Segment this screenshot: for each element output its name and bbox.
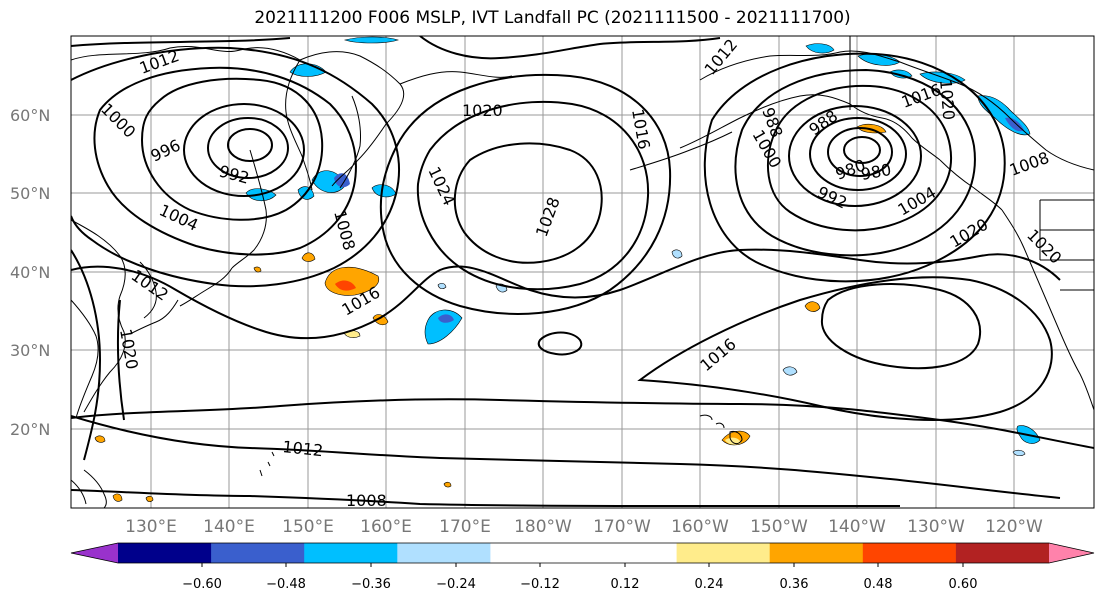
lon-label: 130°E (125, 517, 177, 537)
lat-label: 30°N (10, 341, 50, 360)
colorbar-segment (490, 543, 584, 563)
colorbar-ticks: −0.60 −0.48 −0.36 −0.24 −0.12 0.12 0.24 0.36 0.4… (182, 563, 977, 592)
lon-label: 160°E (360, 517, 412, 537)
lon-label: 170°W (593, 517, 651, 537)
colorbar-segment (304, 543, 398, 563)
lat-label: 60°N (10, 106, 50, 125)
colorbar (70, 542, 1095, 564)
lon-label: 130°W (907, 517, 965, 537)
lon-label: 170°E (439, 517, 491, 537)
isobars (71, 36, 1094, 507)
colorbar-segment (955, 543, 1050, 563)
colorbar-tick-label: 0.60 (949, 577, 978, 592)
lon-label: 140°W (828, 517, 886, 537)
lon-label: 150°W (750, 517, 808, 537)
isobar-label: 1020 (936, 79, 958, 121)
lat-label: 40°N (10, 263, 50, 282)
longitude-labels: 130°E 140°E 150°E 160°E 170°E 180°W 170°… (125, 517, 1043, 537)
lon-label: 160°W (671, 517, 729, 537)
isobar-label: 1008 (346, 491, 387, 510)
lon-label: 150°E (282, 517, 334, 537)
colorbar-tick-label: 0.48 (864, 577, 893, 592)
isobar-label: 1020 (462, 101, 503, 120)
colorbar-tick-label: 0.12 (611, 577, 640, 592)
colorbar-segment (397, 543, 491, 563)
colorbar-segment (676, 543, 771, 563)
colorbar-outline (70, 542, 1095, 564)
colorbar-tick-label: −0.36 (351, 577, 391, 592)
ivt-shading (94, 36, 1041, 503)
colorbar-tick-label: −0.12 (520, 577, 560, 592)
colorbar-tick-label: −0.24 (436, 577, 476, 592)
lat-label: 50°N (10, 184, 50, 203)
colorbar-tick-label: 0.24 (695, 577, 724, 592)
colorbar-extend-min (71, 543, 118, 563)
colorbar-segment (862, 543, 957, 563)
map-title: 2021111200 F006 MSLP, IVT Landfall PC (2… (254, 8, 851, 28)
map-border (70, 35, 1095, 509)
colorbar-tick-label: 0.36 (780, 577, 809, 592)
colorbar-segment (211, 543, 305, 563)
colorbar-segment (583, 543, 678, 563)
colorbar-segment (769, 543, 864, 563)
colorbar-tick-label: −0.48 (266, 577, 306, 592)
isobar-label: 1012 (282, 437, 324, 460)
colorbar-tick-label: −0.60 (182, 577, 222, 592)
lon-label: 140°E (203, 517, 255, 537)
lon-label: 180°W (514, 517, 572, 537)
lon-label: 120°W (985, 517, 1043, 537)
latitude-labels: 60°N 50°N 40°N 30°N 20°N (10, 106, 50, 439)
colorbar-extend-max (1049, 543, 1094, 563)
colorbar-segment (118, 543, 212, 563)
lat-label: 20°N (10, 420, 50, 439)
